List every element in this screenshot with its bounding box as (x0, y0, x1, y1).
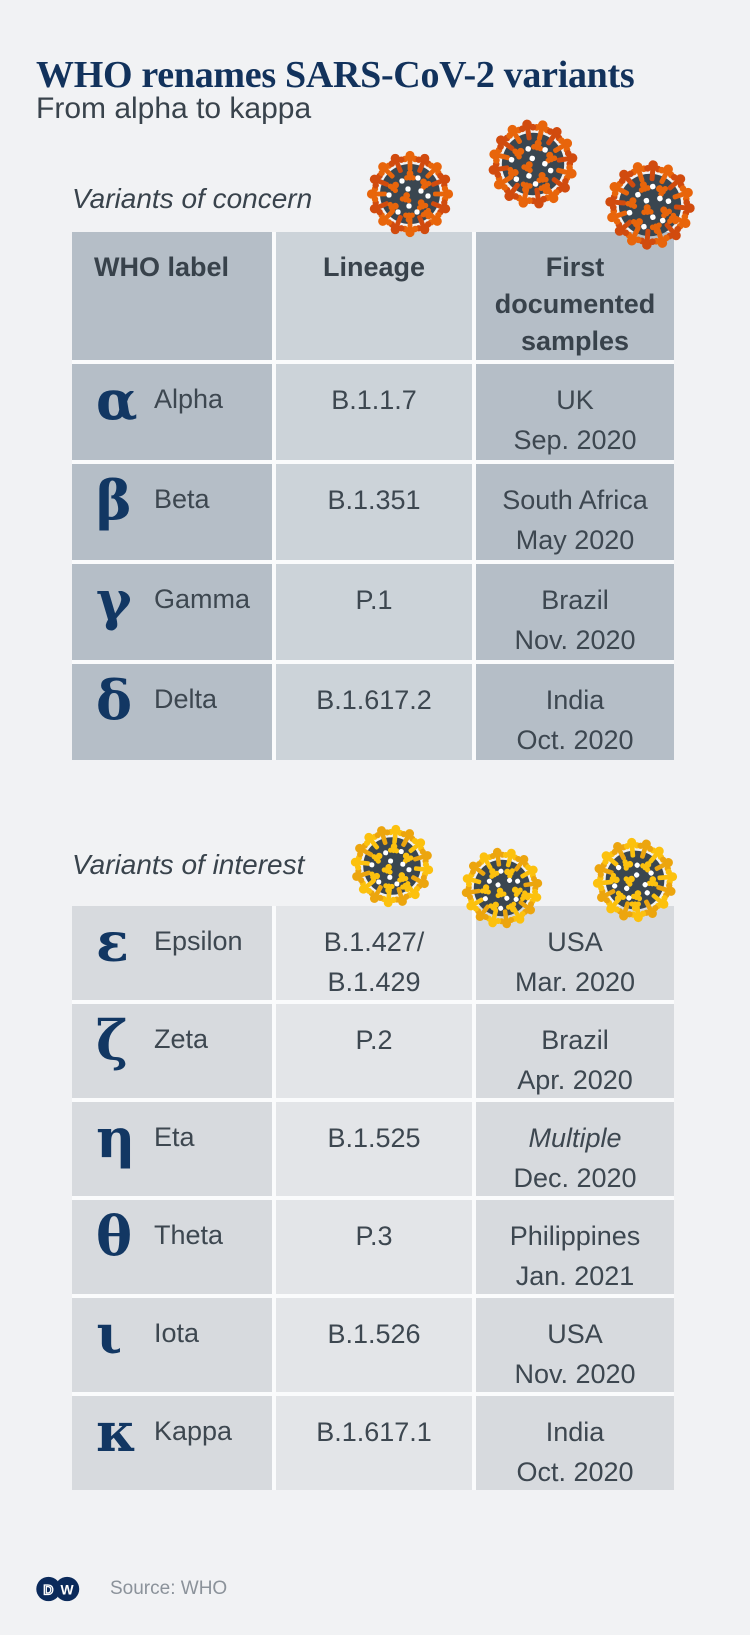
section-label-interest: Variants of interest (72, 849, 305, 880)
first-documented-cell: South Africa May 2020 (476, 464, 674, 560)
coronavirus-icon (586, 831, 684, 929)
who-label-cell: ζ Zeta (72, 1004, 272, 1098)
greek-letter: η (96, 1106, 136, 1170)
variant-name: Eta (154, 1122, 195, 1152)
date-text: Sep. 2020 (513, 425, 637, 455)
greek-letter: γ (96, 568, 132, 632)
variant-name: Theta (154, 1220, 224, 1250)
coronavirus-icon (455, 841, 549, 935)
date-text: Oct. 2020 (516, 725, 634, 755)
variant-name: Beta (154, 484, 210, 514)
location-text: Philippines (509, 1221, 641, 1251)
date-text: May 2020 (515, 525, 635, 555)
coronavirus-icon (481, 112, 585, 216)
date-text: Oct. 2020 (516, 1457, 634, 1487)
lineage-cell: P.1 (276, 564, 472, 660)
first-documented-cell: USA Mar. 2020 (476, 906, 674, 1000)
who-label-cell: κ Kappa (72, 1396, 272, 1490)
variant-name: Gamma (154, 584, 251, 614)
date-text: Nov. 2020 (514, 625, 636, 655)
location-text: USA (547, 1319, 603, 1349)
first-documented-cell: Philippines Jan. 2021 (476, 1200, 674, 1294)
variants-of-concern-table: WHO label Lineage First documented samples… (72, 232, 674, 760)
greek-letter: ε (96, 910, 129, 974)
lineage-cell: B.1.526 (276, 1298, 472, 1392)
page-title: WHO renames SARS-CoV-2 variants (36, 54, 635, 97)
first-documented-cell: India Oct. 2020 (476, 1396, 674, 1490)
variants-of-interest-table: ε Epsilon B.1.427/ B.1.429 USA Mar. 2020 ζ Zet… (72, 906, 674, 1490)
location-text: UK (556, 385, 594, 415)
location-text: Brazil (541, 1025, 609, 1055)
location-text: India (545, 1417, 605, 1447)
first-documented-cell: Brazil Nov. 2020 (476, 564, 674, 660)
coronavirus-icon (360, 144, 460, 244)
who-label-cell: β Beta (72, 464, 272, 560)
coronavirus-icon (598, 153, 702, 257)
page-subtitle: From alpha to kappa (36, 92, 312, 125)
who-label-cell: η Eta (72, 1102, 272, 1196)
lineage-cell: P.2 (276, 1004, 472, 1098)
column-header: First documented samples (476, 232, 674, 360)
dw-logo-letter-w: W (61, 1581, 75, 1597)
date-text: Dec. 2020 (513, 1163, 637, 1193)
date-text: Jan. 2021 (515, 1261, 635, 1291)
greek-letter: β (96, 468, 132, 532)
greek-letter: δ (96, 668, 133, 732)
who-label-cell: ι Iota (72, 1298, 272, 1392)
column-header: Lineage (276, 232, 472, 360)
greek-letter: α (96, 368, 138, 432)
lineage-cell: B.1.617.2 (276, 664, 472, 760)
who-label-cell: θ Theta (72, 1200, 272, 1294)
greek-letter: ι (96, 1302, 123, 1366)
source-text: Source: WHO (110, 1578, 228, 1599)
who-label-cell: ε Epsilon (72, 906, 272, 1000)
location-text: India (545, 685, 605, 715)
lineage-cell: B.1.525 (276, 1102, 472, 1196)
date-text: Mar. 2020 (514, 967, 636, 997)
who-label-cell: γ Gamma (72, 564, 272, 660)
footer: D W Source: WHO (36, 1576, 227, 1602)
coronavirus-icon (344, 818, 440, 914)
greek-letter: ζ (96, 1008, 128, 1072)
column-header: WHO label (72, 232, 272, 360)
variant-name: Kappa (154, 1416, 233, 1446)
first-documented-cell: Brazil Apr. 2020 (476, 1004, 674, 1098)
first-documented-cell: UK Sep. 2020 (476, 364, 674, 460)
location-text: USA (547, 927, 603, 957)
lineage-cell: B.1.617.1 (276, 1396, 472, 1490)
section-label-concern: Variants of concern (72, 183, 313, 214)
date-text: Nov. 2020 (514, 1359, 636, 1389)
variant-name: Alpha (154, 384, 224, 414)
who-label-cell: δ Delta (72, 664, 272, 760)
location-text: Brazil (541, 585, 609, 615)
location-text: Multiple (528, 1123, 622, 1153)
dw-logo: D W (36, 1576, 80, 1602)
date-text: Apr. 2020 (517, 1065, 633, 1095)
first-documented-cell: Multiple Dec. 2020 (476, 1102, 674, 1196)
variant-name: Zeta (154, 1024, 209, 1054)
variant-name: Epsilon (154, 926, 243, 956)
first-documented-cell: India Oct. 2020 (476, 664, 674, 760)
greek-letter: κ (96, 1400, 137, 1464)
lineage-cell: B.1.351 (276, 464, 472, 560)
variant-name: Iota (154, 1318, 200, 1348)
who-label-cell: α Alpha (72, 364, 272, 460)
first-documented-cell: USA Nov. 2020 (476, 1298, 674, 1392)
dw-logo-letter-d: D (43, 1581, 53, 1597)
greek-letter: θ (96, 1204, 133, 1268)
lineage-cell: P.3 (276, 1200, 472, 1294)
variant-name: Delta (154, 684, 218, 714)
location-text: South Africa (502, 485, 648, 515)
lineage-cell: B.1.427/ B.1.429 (276, 906, 472, 1000)
lineage-cell: B.1.1.7 (276, 364, 472, 460)
